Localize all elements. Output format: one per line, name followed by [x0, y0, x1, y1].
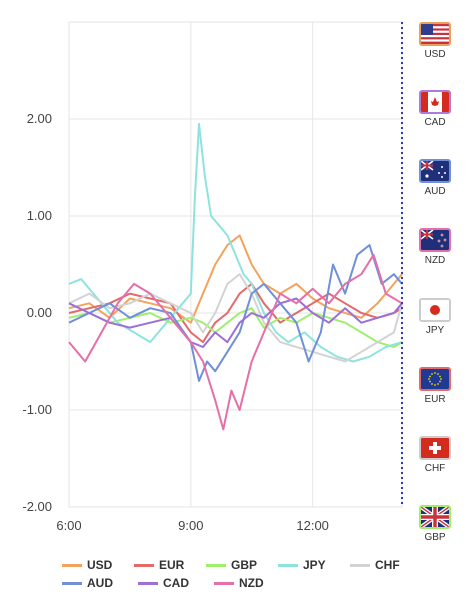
flag-item-jpy[interactable]: JPY [418, 298, 452, 336]
legend-item-eur[interactable]: EUR [134, 558, 206, 572]
series-line-jpy [68, 122, 403, 363]
series-line-chf [68, 273, 403, 363]
legend-swatch [206, 563, 226, 567]
legend-row: AUD CAD NZD [62, 574, 422, 592]
legend-swatch [62, 563, 82, 567]
legend-item-cad[interactable]: CAD [138, 576, 214, 590]
legend-row: USD EUR GBP JPY CHF [62, 556, 422, 574]
legend-item-usd[interactable]: USD [62, 558, 134, 572]
legend-item-gbp[interactable]: GBP [206, 558, 278, 572]
flag-item-eur[interactable]: EUR [418, 367, 452, 405]
legend-item-nzd[interactable]: NZD [214, 576, 290, 590]
flag-code-label: CHF [424, 463, 446, 474]
y-tick-label: 2.00 [27, 111, 52, 126]
legend-label: USD [87, 558, 113, 572]
flag-code-label: JPY [425, 325, 445, 336]
gb-flag-icon [419, 505, 451, 529]
flag-code-label: CAD [424, 117, 446, 128]
flag-item-chf[interactable]: CHF [418, 436, 452, 474]
legend-label: CAD [163, 576, 189, 590]
legend-label: EUR [159, 558, 185, 572]
legend-label: NZD [239, 576, 264, 590]
legend-swatch [62, 581, 82, 585]
jp-flag-icon [419, 298, 451, 322]
au-flag-icon [419, 159, 451, 183]
flag-code-label: EUR [424, 394, 446, 405]
chart-legend: USD EUR GBP JPY CHF AUD CAD NZD [62, 556, 422, 592]
flag-code-label: NZD [424, 255, 446, 266]
legend-item-chf[interactable]: CHF [350, 558, 422, 572]
x-tick-label: 12:00 [296, 518, 329, 533]
series-line-cad [68, 297, 403, 348]
legend-label: CHF [375, 558, 400, 572]
flag-item-gbp[interactable]: GBP [418, 505, 452, 543]
legend-label: AUD [87, 576, 113, 590]
legend-item-aud[interactable]: AUD [62, 576, 138, 590]
y-tick-label: 1.00 [27, 208, 52, 223]
legend-swatch [350, 563, 370, 567]
flag-item-aud[interactable]: AUD [418, 159, 452, 197]
flag-item-cad[interactable]: CAD [418, 90, 452, 128]
legend-swatch [214, 581, 234, 585]
flag-code-label: AUD [424, 186, 446, 197]
plot-area [68, 21, 403, 508]
y-tick-label: -2.00 [22, 499, 52, 514]
flag-code-label: GBP [424, 532, 446, 543]
nz-flag-icon [419, 228, 451, 252]
legend-item-jpy[interactable]: JPY [278, 558, 350, 572]
legend-swatch [278, 563, 298, 567]
ch-flag-icon [419, 436, 451, 460]
y-tick-label: 0.00 [27, 305, 52, 320]
flag-item-usd[interactable]: USD [418, 22, 452, 60]
y-tick-label: -1.00 [22, 402, 52, 417]
series-line-eur [68, 282, 403, 344]
ca-flag-icon [419, 90, 451, 114]
legend-label: JPY [303, 558, 326, 572]
series-line-nzd [68, 253, 403, 431]
legend-label: GBP [231, 558, 258, 572]
x-tick-label: 9:00 [178, 518, 203, 533]
flag-code-label: USD [424, 49, 446, 60]
series-line-aud [68, 244, 403, 382]
flag-item-nzd[interactable]: NZD [418, 228, 452, 266]
legend-swatch [134, 563, 154, 567]
us-flag-icon [419, 22, 451, 46]
legend-swatch [138, 581, 158, 585]
x-tick-label: 6:00 [56, 518, 81, 533]
eu-flag-icon [419, 367, 451, 391]
